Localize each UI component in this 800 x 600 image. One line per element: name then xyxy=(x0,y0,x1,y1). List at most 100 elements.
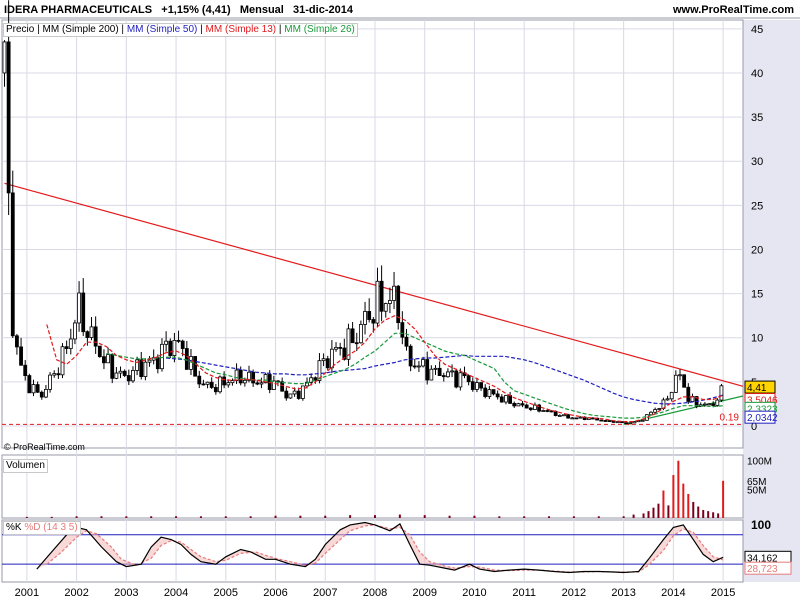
legend-volume[interactable]: Volumen xyxy=(6,460,45,471)
candle-body xyxy=(309,377,314,383)
watermark: © ProRealTime.com xyxy=(4,442,85,452)
candle-body xyxy=(31,384,36,394)
candle-body xyxy=(578,416,583,419)
candle-body xyxy=(164,340,169,345)
site-url[interactable]: www.ProRealTime.com xyxy=(672,4,794,16)
price-change: +1,15% (4,41) xyxy=(161,4,231,16)
trendline-resistance xyxy=(4,182,744,387)
candle-body xyxy=(35,384,40,393)
volume-bar xyxy=(692,501,695,518)
stoch-tick-label: 100 xyxy=(751,518,771,532)
candle-body xyxy=(495,393,500,398)
y-tick-label: 35 xyxy=(751,112,763,124)
candle-body xyxy=(6,41,11,194)
volume-bar xyxy=(662,490,665,518)
legend-sma200[interactable]: MM (Simple 200) xyxy=(42,24,119,35)
candle-body xyxy=(566,414,571,419)
period-label: Mensual xyxy=(239,4,284,16)
candle-body xyxy=(247,371,251,381)
candle-body xyxy=(143,361,148,377)
candle-body xyxy=(665,398,670,401)
candle-body xyxy=(632,421,637,424)
chart-header-left: IDERA PHARMACEUTICALS +1,15% (4,41) Mens… xyxy=(4,4,353,16)
candle-body xyxy=(673,374,678,393)
candle-body xyxy=(628,422,633,425)
candle-body xyxy=(450,370,454,373)
candle-body xyxy=(338,346,343,349)
candle-body xyxy=(60,346,65,376)
candle-body xyxy=(562,414,566,417)
candle-body xyxy=(139,359,144,377)
trendline-support xyxy=(623,395,744,425)
candle-body xyxy=(342,347,347,360)
candle-body xyxy=(305,381,309,387)
legend-sma26[interactable]: MM (Simple 26) xyxy=(284,24,355,35)
volume-bar xyxy=(647,511,650,518)
candle-body xyxy=(533,404,537,410)
support-label: 0.19 xyxy=(720,412,740,423)
candle-body xyxy=(44,388,48,398)
x-tick-label: 2012 xyxy=(562,587,586,599)
candle-body xyxy=(358,324,363,344)
candle-body xyxy=(238,369,243,384)
volume-bar xyxy=(249,516,252,518)
legend-sma13[interactable]: MM (Simple 13) xyxy=(205,24,277,35)
candle-body xyxy=(160,343,164,370)
candle-body xyxy=(39,391,44,398)
volume-bar xyxy=(274,515,277,518)
candle-body xyxy=(607,420,612,422)
candle-body xyxy=(68,338,73,349)
candle-body xyxy=(209,381,214,388)
volume-bar xyxy=(697,506,700,518)
volume-bar xyxy=(682,483,685,518)
legend-price[interactable]: Precio xyxy=(6,24,35,35)
x-tick-label: 2005 xyxy=(214,587,238,599)
volume-panel-frame xyxy=(1,454,744,519)
candle-body xyxy=(466,375,471,383)
candle-body xyxy=(122,370,127,376)
volume-bar xyxy=(642,513,645,518)
candle-body xyxy=(300,385,305,399)
legend-sma50[interactable]: MM (Simple 50) xyxy=(126,24,198,35)
candle-body xyxy=(487,389,492,397)
candle-body xyxy=(259,382,264,385)
volume-bar xyxy=(349,515,352,518)
legend-k[interactable]: %K xyxy=(6,522,22,533)
candle-body xyxy=(504,395,508,403)
sma50-line xyxy=(166,354,724,405)
legend-d[interactable]: %D (14 3 5) xyxy=(24,522,78,533)
candle-body xyxy=(85,331,90,338)
x-tick-label: 2010 xyxy=(462,587,486,599)
candle-body xyxy=(657,408,662,410)
x-tick-label: 2014 xyxy=(661,587,685,599)
volume-bar xyxy=(75,516,78,518)
volume-bar xyxy=(324,515,327,518)
candle-body xyxy=(317,360,322,381)
y-tick-label: 25 xyxy=(751,200,763,212)
candle-body xyxy=(458,372,463,388)
volume-bar xyxy=(717,513,720,518)
candle-body xyxy=(669,391,674,400)
stochastic-d-fill xyxy=(36,522,724,573)
candle-body xyxy=(284,390,289,399)
candle-body xyxy=(280,381,285,392)
last-price-tag: 4,41 xyxy=(747,383,767,394)
candle-body xyxy=(27,375,32,394)
candle-body xyxy=(102,356,106,364)
y-tick-label: 40 xyxy=(751,68,763,80)
candle-body xyxy=(197,375,202,385)
candle-body xyxy=(168,340,173,356)
candle-body xyxy=(441,375,446,378)
candle-body xyxy=(81,292,86,333)
stoch-d-value: 28,723 xyxy=(747,564,778,575)
candle-body xyxy=(371,319,376,324)
candle-body xyxy=(263,374,268,384)
candle-body xyxy=(77,292,81,324)
candle-body xyxy=(678,374,682,377)
candle-body xyxy=(557,415,562,417)
volume-bar xyxy=(597,516,600,518)
candle-body xyxy=(479,382,483,389)
candle-body xyxy=(184,348,189,370)
candle-body xyxy=(541,410,546,412)
